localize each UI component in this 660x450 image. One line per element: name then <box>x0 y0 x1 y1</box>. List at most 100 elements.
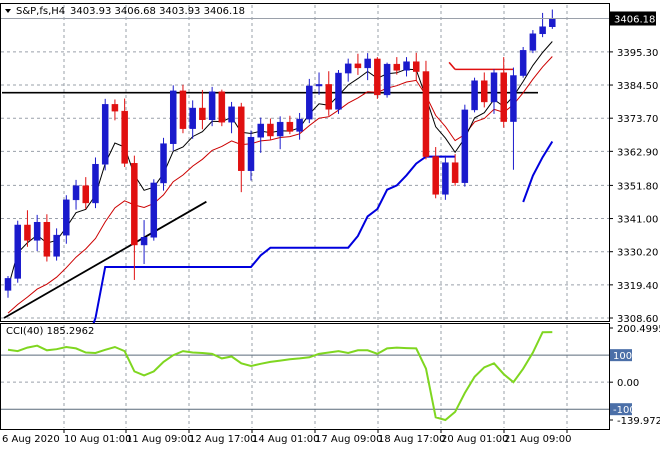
candle-body <box>179 90 187 129</box>
candle-body <box>24 224 31 241</box>
step-line <box>522 140 554 203</box>
bear-candle <box>24 210 31 247</box>
bear-candle <box>500 57 507 128</box>
price-tick-label: 3362.90 <box>617 147 658 158</box>
bear-candle <box>218 89 226 127</box>
candle-body <box>432 156 439 195</box>
current-price-box <box>610 11 656 26</box>
time-tick-label: 18 Aug 17:00 <box>378 434 445 445</box>
candle-body <box>228 106 235 123</box>
current-price-label: 3406.18 <box>614 14 655 25</box>
bear-candle <box>238 102 245 193</box>
bull-candle <box>189 100 196 139</box>
time-tick-label: 20 Aug 01:00 <box>441 434 508 445</box>
bull-candle <box>63 195 70 244</box>
bull-candle <box>140 220 148 264</box>
candle-body <box>140 237 148 246</box>
bull-candle <box>160 137 167 191</box>
candle-body <box>306 85 313 120</box>
bull-candle <box>383 62 391 98</box>
candle-body <box>121 110 128 164</box>
candle-body <box>247 136 255 171</box>
cci-pane[interactable] <box>0 323 610 430</box>
candle-body <box>451 162 459 183</box>
bear-candle <box>199 89 206 130</box>
bear-candle <box>286 115 294 135</box>
bear-candle <box>43 214 51 262</box>
cci-tick-label: 200.4995 <box>617 324 660 335</box>
candle-body <box>4 278 12 291</box>
bear-candle <box>354 53 362 75</box>
candle-body <box>218 91 226 123</box>
candle-body <box>82 185 90 204</box>
time-tick-label: 21 Aug 09:00 <box>504 434 571 445</box>
cci-level-label: 100 <box>613 351 632 362</box>
bull-candle <box>442 155 449 200</box>
candle-body <box>344 63 352 74</box>
candle-body <box>169 90 177 144</box>
candle-body <box>422 71 430 157</box>
main-grid <box>1 5 609 320</box>
candle-body <box>383 63 391 96</box>
bull-candle <box>519 46 527 78</box>
candle-body <box>111 104 119 112</box>
main-price-pane[interactable] <box>0 3 610 346</box>
bull-candle <box>169 85 177 151</box>
bear-candle <box>481 72 488 108</box>
bull-candle <box>257 117 264 153</box>
cci-tick-label: -139.9721 <box>617 416 660 427</box>
candle-body <box>403 61 410 71</box>
bull-candle <box>471 77 478 113</box>
candle-body <box>14 224 21 279</box>
bear-candle <box>179 84 187 134</box>
bull-candle <box>247 130 255 181</box>
bull-candle <box>403 57 410 77</box>
candle-body <box>72 185 80 201</box>
bull-candle <box>276 116 284 150</box>
time-tick-label: 10 Aug 01:00 <box>64 434 131 445</box>
bear-candle <box>121 98 128 167</box>
bear-candle <box>374 57 381 99</box>
candle-body <box>267 123 274 137</box>
bear-candle <box>131 155 138 280</box>
price-axis: 3395.30 3384.50 3373.70 3362.90 3351.80 3341.… <box>1 11 658 325</box>
bull-candle <box>14 220 21 283</box>
candle-body <box>539 26 546 35</box>
candle-body <box>500 72 507 122</box>
bear-candle <box>422 60 430 160</box>
bull-candle <box>306 78 313 124</box>
candle-body <box>92 163 99 204</box>
price-tick-label: 3319.40 <box>617 281 658 292</box>
candle-body <box>208 91 216 120</box>
bull-candle <box>4 275 12 298</box>
candle-body <box>199 107 206 120</box>
bear-candle <box>432 147 439 199</box>
price-tick-label: 3373.70 <box>617 114 658 125</box>
red-segment-lead <box>448 61 456 70</box>
price-tick-label: 3395.30 <box>617 48 658 59</box>
cci-level-label: -100 <box>613 405 636 416</box>
candle-body <box>442 162 449 195</box>
bull-candle <box>92 157 99 209</box>
ohlc-label: 3403.93 3406.68 3403.93 3406.18 <box>70 6 245 17</box>
bull-candle <box>72 179 80 210</box>
main-pane-frame <box>0 3 610 322</box>
dropdown-triangle-icon[interactable] <box>5 9 11 13</box>
candle-body <box>63 199 70 236</box>
candle-body <box>490 72 498 103</box>
bull-candle <box>33 214 41 252</box>
bull-candle <box>208 86 216 127</box>
cci-grid <box>1 325 609 428</box>
candle-body <box>101 104 109 165</box>
bull-candle <box>150 179 158 241</box>
price-tick-label: 3308.60 <box>617 314 658 325</box>
bull-candle <box>539 12 546 38</box>
bear-candle <box>325 71 333 116</box>
time-tick-label: 12 Aug 17:00 <box>189 434 256 445</box>
candle-body <box>160 143 167 184</box>
candle-body <box>471 80 478 111</box>
price-tick-label: 3341.00 <box>617 215 658 226</box>
bear-candle <box>82 177 90 210</box>
